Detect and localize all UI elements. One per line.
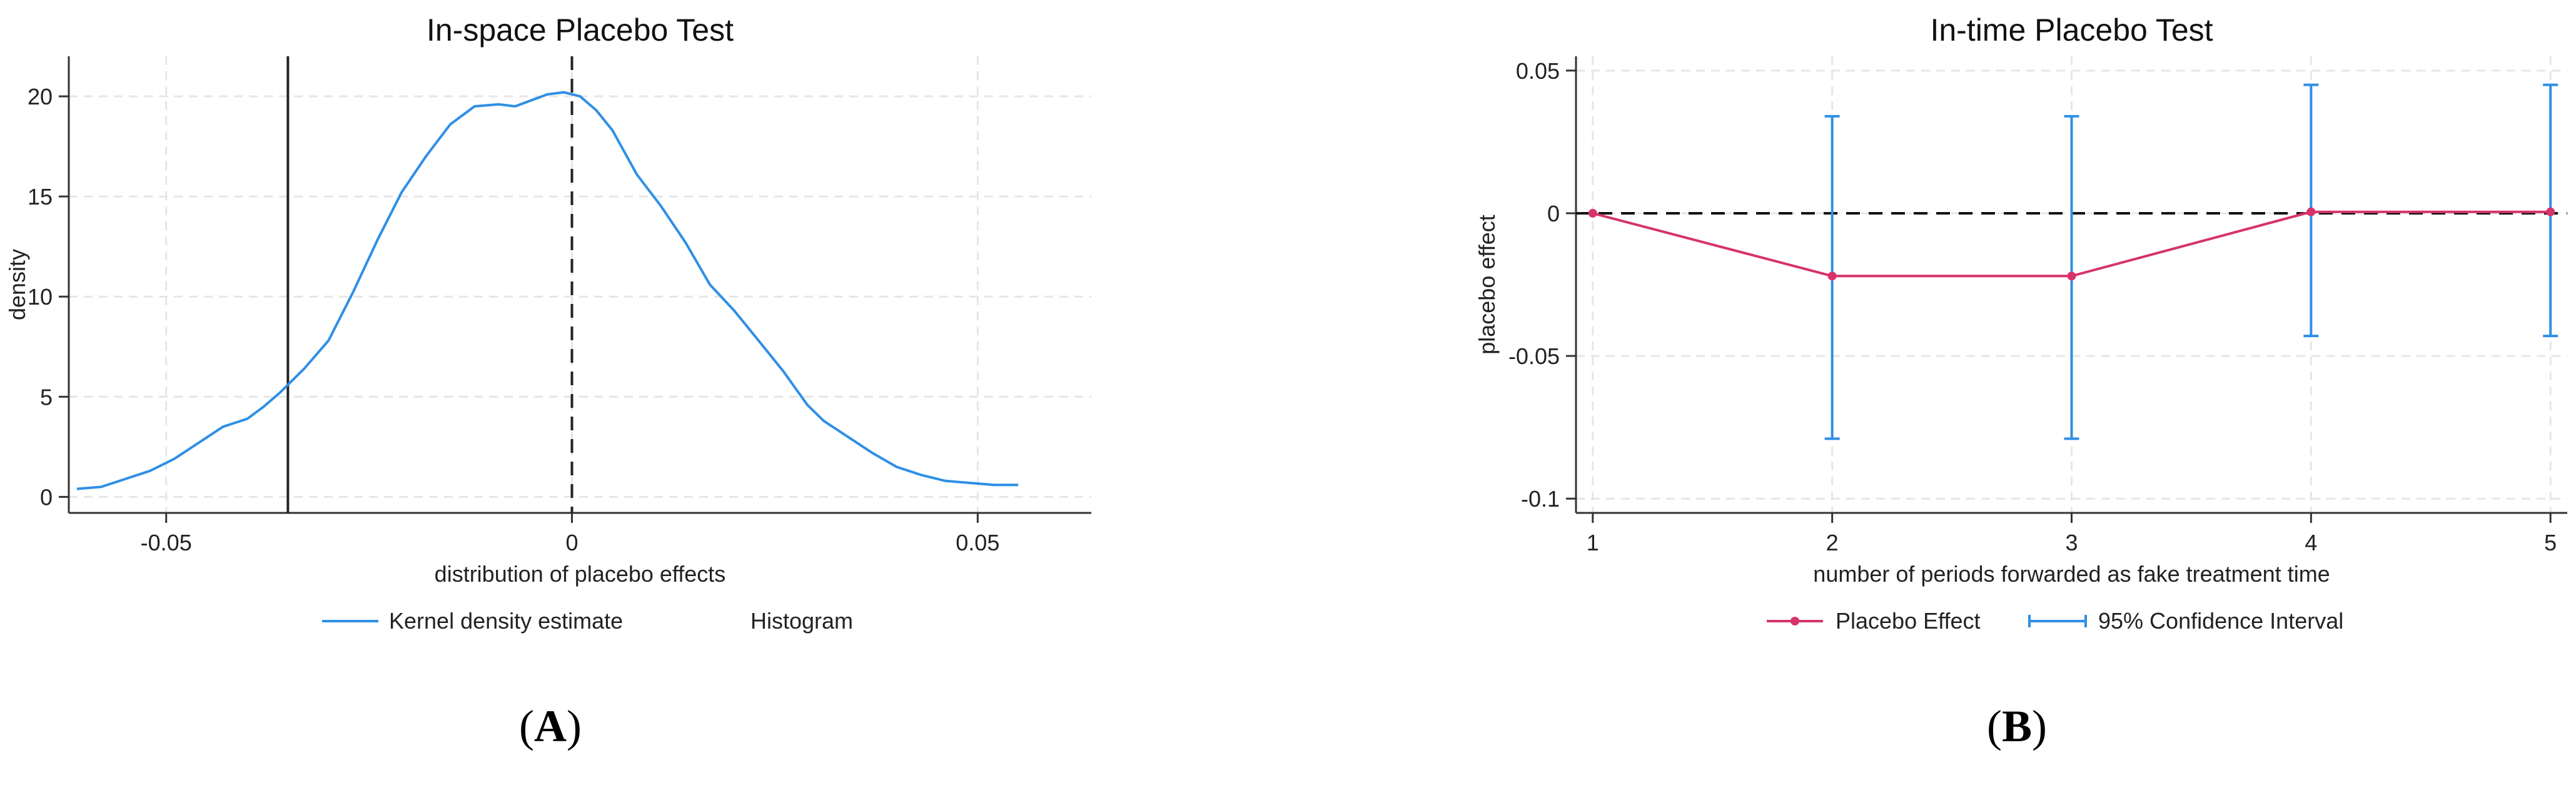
pa-x-tick-label: 0.05 [956, 530, 999, 555]
pa-y-tick-label: 20 [28, 84, 53, 109]
pa-y-tick-label: 5 [40, 384, 53, 410]
pb-legend-ci-label: 95% Confidence Interval [2098, 608, 2343, 634]
pb-chart-title: In-time Placebo Test [1930, 13, 2213, 48]
pb-placebo-effect-point [2546, 207, 2555, 216]
panel-label-a: (A) [519, 701, 582, 751]
pb-placebo-effect-point [1827, 271, 1837, 281]
pb-y-tick-label: -0.1 [1521, 486, 1560, 512]
pa-x-tick-label: 0 [566, 530, 578, 555]
pb-y-tick-label: 0 [1547, 201, 1560, 226]
pa-legend-kde-label: Kernel density estimate [389, 608, 623, 634]
pb-y-tick-label: 0.05 [1516, 58, 1560, 84]
panel-label-b: (B) [1987, 701, 2047, 751]
pa-legend-histogram-label: Histogram [750, 608, 853, 634]
pa-y-tick-label: 10 [28, 284, 53, 310]
pb-y-tick-label: -0.05 [1508, 343, 1560, 369]
pa-chart-title: In-space Placebo Test [427, 13, 734, 48]
pb-placebo-effect-point [1588, 208, 1597, 218]
pa-kde-series-line [76, 91, 1019, 490]
pa-y-axis-label: density [4, 249, 30, 320]
pb-legend-effect-marker [1791, 617, 1799, 625]
pb-y-axis-label: placebo effect [1474, 215, 1500, 355]
pb-x-tick-label: 2 [1826, 530, 1839, 555]
pb-x-tick-label: 1 [1587, 530, 1599, 555]
pa-x-tick-label: -0.05 [141, 530, 192, 555]
pb-placebo-effect-point [2306, 207, 2316, 216]
pb-x-tick-label: 3 [2065, 530, 2078, 555]
pa-x-axis-label: distribution of placebo effects [435, 561, 726, 587]
pa-y-tick-label: 0 [40, 484, 53, 510]
pb-x-tick-label: 5 [2544, 530, 2557, 555]
pb-x-axis-label: number of periods forwarded as fake trea… [1813, 561, 2330, 587]
pb-x-tick-label: 4 [2305, 530, 2317, 555]
pb-legend-effect-label: Placebo Effect [1836, 608, 1981, 634]
pa-y-tick-label: 15 [28, 184, 53, 210]
pb-placebo-effect-point [2067, 271, 2076, 281]
